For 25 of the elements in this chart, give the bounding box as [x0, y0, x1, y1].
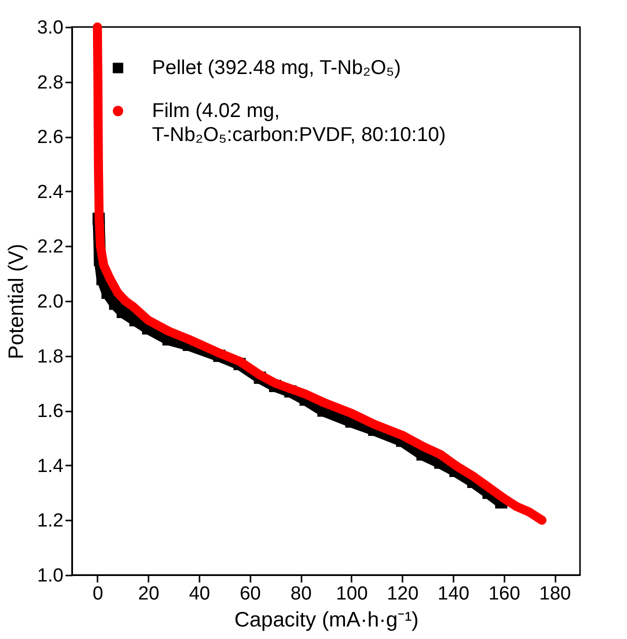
y-tick-label: 2.0 — [37, 292, 64, 312]
y-tick-label: 1.2 — [37, 510, 64, 532]
x-tick-label: 80 — [290, 584, 312, 604]
y-tick-label: 2.4 — [37, 182, 64, 203]
x-tick-label: 120 — [386, 584, 419, 604]
y-tick-label: 1.4 — [37, 456, 64, 477]
x-tick-label: 140 — [438, 584, 470, 604]
x-tick-label: 180 — [539, 584, 571, 604]
x-tick-label: 160 — [488, 584, 520, 604]
x-axis-title: Capacity (mA·h·g⁻¹) — [234, 608, 419, 632]
y-tick-label: 2.2 — [37, 236, 64, 258]
y-tick-label: 3.0 — [37, 18, 64, 38]
legend-label: Pellet (392.48 mg, T-Nb₂O₅) — [152, 57, 401, 79]
y-tick-label: 1.6 — [37, 401, 64, 422]
y-tick-label: 1.0 — [37, 566, 64, 586]
legend-label: Film (4.02 mg, T-Nb₂O₅:carbon:PVDF, 80:10:10) — [152, 100, 446, 146]
y-axis-title: Potential (V) — [5, 244, 28, 360]
y-tick-label: 1.8 — [37, 346, 64, 368]
x-tick-label: 40 — [188, 584, 210, 604]
y-tick-label: 2.8 — [37, 72, 64, 94]
x-tick-label: 100 — [336, 584, 368, 604]
x-tick-label: 20 — [138, 584, 160, 604]
x-tick-label: 0 — [92, 584, 104, 604]
x-tick-label: 60 — [240, 584, 261, 604]
y-tick-label: 2.6 — [37, 127, 64, 148]
